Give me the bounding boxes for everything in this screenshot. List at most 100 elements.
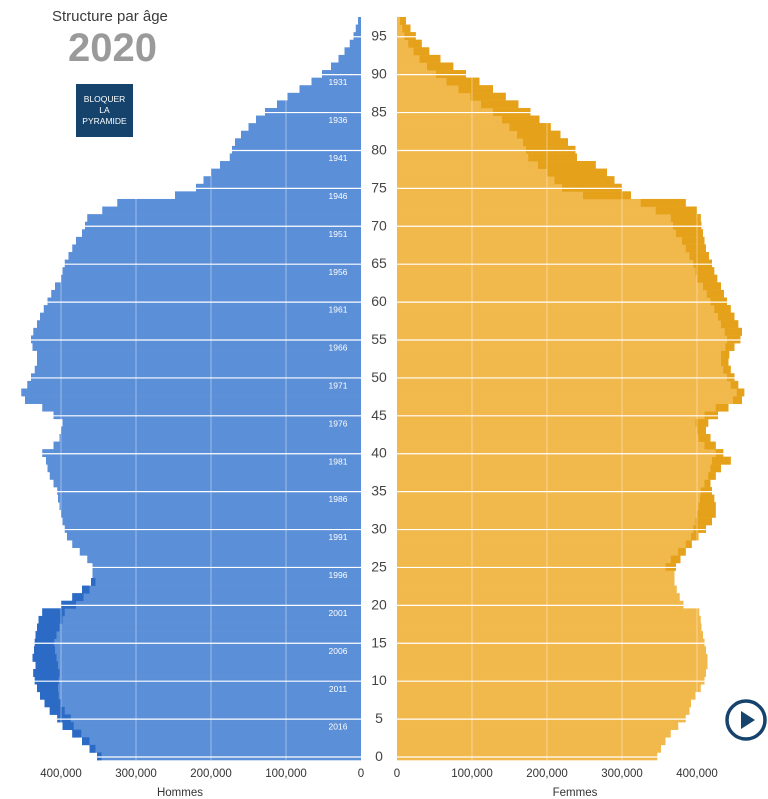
women-bar — [397, 274, 718, 283]
women-surplus-bar — [554, 176, 615, 185]
women-bar — [397, 335, 741, 344]
women-surplus-bar — [640, 198, 686, 207]
age-tick-label: 35 — [371, 483, 387, 499]
men-bar — [299, 85, 361, 94]
birth-year-label: 26 — [333, 39, 343, 49]
men-bar — [92, 570, 361, 579]
women-surplus-bar — [721, 320, 739, 329]
men-surplus-bar — [72, 729, 82, 738]
men-bar — [49, 471, 361, 480]
men-bar — [344, 47, 361, 56]
women-bar — [397, 676, 705, 685]
men-bar — [58, 494, 361, 503]
men-bar — [72, 244, 361, 253]
women-bar — [397, 236, 705, 245]
men-bar — [35, 661, 361, 670]
women-bar — [397, 107, 531, 116]
age-tick-label: 75 — [371, 179, 387, 195]
women-bar — [397, 487, 712, 495]
women-surplus-bar — [526, 145, 576, 154]
women-bar — [397, 138, 568, 147]
women-bar — [397, 706, 690, 715]
women-bar — [397, 358, 729, 367]
women-bar — [397, 418, 709, 427]
men-bar — [87, 214, 361, 223]
women-bar — [397, 532, 699, 541]
age-tick-label: 50 — [371, 369, 387, 385]
women-bar — [397, 684, 701, 693]
women-bar — [397, 115, 540, 124]
women-surplus-bar — [695, 267, 715, 276]
women-surplus-bar — [419, 54, 441, 63]
men-bar — [97, 752, 361, 761]
women-surplus-bar — [706, 289, 724, 298]
men-bar — [35, 631, 361, 639]
birth-year-label: 1976 — [329, 418, 348, 428]
men-bar — [47, 297, 361, 306]
men-surplus-bar — [57, 714, 71, 723]
men-x-tick-label: 200,000 — [190, 768, 232, 780]
women-surplus-bar — [458, 85, 493, 94]
men-bar — [33, 669, 361, 677]
lock-pyramid-label: BLOQUER LA PYRAMIDE — [82, 94, 127, 126]
men-bar — [220, 161, 361, 169]
women-surplus-bar — [562, 183, 622, 192]
men-surplus-bar — [34, 646, 55, 655]
age-tick-label: 90 — [371, 66, 387, 82]
women-surplus-bar — [704, 411, 718, 420]
men-bar — [67, 532, 361, 541]
men-bar — [72, 729, 361, 738]
men-bar — [358, 17, 361, 25]
women-surplus-bar — [714, 305, 731, 313]
women-bar — [397, 396, 742, 404]
women-surplus-bar — [685, 540, 692, 549]
women-x-tick-label: 400,000 — [676, 768, 718, 780]
women-surplus-bar — [502, 115, 540, 124]
men-surplus-bar — [37, 684, 58, 693]
women-surplus-bar — [676, 229, 703, 238]
women-surplus-bar — [400, 17, 406, 25]
men-surplus-bar — [35, 631, 57, 639]
women-bar — [397, 578, 675, 586]
women-bar — [397, 403, 729, 412]
women-bar — [397, 373, 735, 382]
women-bar — [397, 471, 716, 480]
women-bar — [397, 547, 686, 556]
women-surplus-bar — [528, 153, 577, 162]
men-bar — [175, 191, 361, 200]
women-bar — [397, 183, 622, 192]
men-surplus-bar — [44, 699, 61, 708]
men-surplus-bar — [82, 737, 90, 746]
women-bar — [397, 631, 703, 639]
men-bar — [72, 540, 361, 549]
birth-year-label: 2016 — [329, 722, 348, 732]
women-surplus-bar — [724, 327, 742, 336]
men-surplus-bar — [32, 653, 57, 662]
men-bar — [256, 115, 361, 124]
women-surplus-bar — [698, 502, 716, 511]
men-bar — [57, 714, 361, 723]
women-surplus-bar — [583, 191, 631, 200]
women-bar — [397, 54, 441, 63]
women-x-tick-label: 0 — [394, 768, 400, 780]
men-bar — [82, 229, 361, 238]
women-x-tick-label: 100,000 — [451, 768, 493, 780]
women-surplus-bar — [538, 161, 596, 169]
women-bar — [397, 267, 715, 276]
men-bar — [322, 70, 361, 78]
women-bar — [397, 752, 658, 761]
women-surplus-bar — [404, 32, 416, 41]
play-icon[interactable] — [724, 698, 768, 742]
men-surplus-bar — [42, 608, 65, 617]
men-bar — [59, 433, 361, 442]
lock-pyramid-button[interactable]: BLOQUER LA PYRAMIDE — [76, 84, 133, 137]
men-surplus-bar — [33, 669, 60, 677]
age-tick-label: 10 — [371, 672, 387, 688]
men-bar — [44, 699, 361, 708]
men-surplus-bar — [91, 578, 96, 586]
men-bar — [62, 418, 361, 427]
men-surplus-bar — [89, 744, 96, 753]
men-x-tick-label: 100,000 — [265, 768, 307, 780]
women-bar — [397, 161, 596, 169]
men-bar — [265, 107, 361, 116]
